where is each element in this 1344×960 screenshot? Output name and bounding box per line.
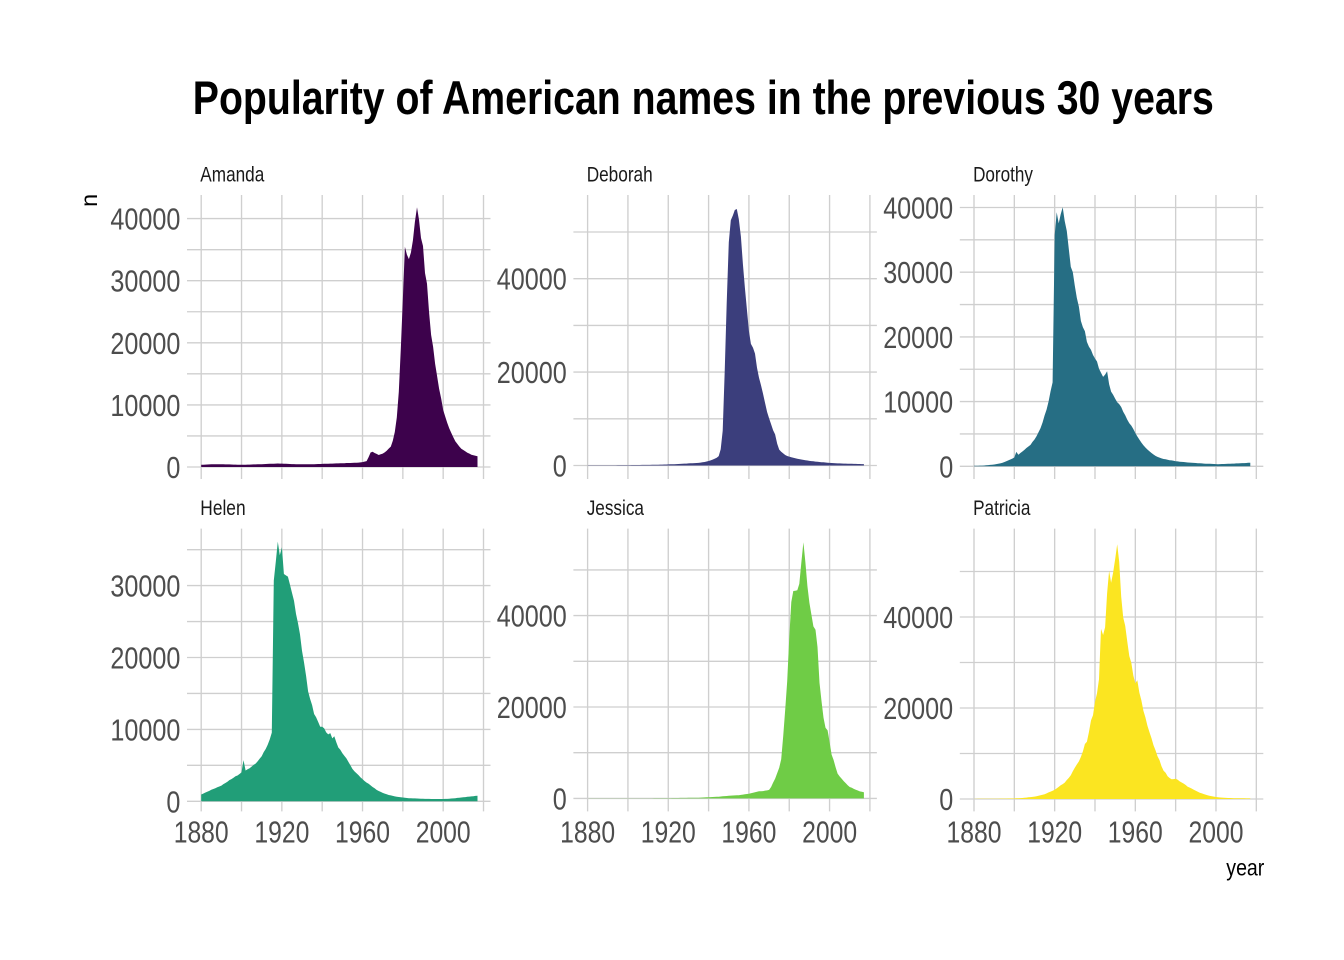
svg-text:0: 0 [553,450,567,484]
svg-text:1920: 1920 [1027,815,1082,849]
svg-text:1880: 1880 [560,815,615,849]
svg-text:Helen: Helen [200,496,245,520]
svg-text:2000: 2000 [802,815,857,849]
svg-text:0: 0 [166,785,180,819]
svg-text:40000: 40000 [497,263,567,297]
svg-text:0: 0 [939,450,953,484]
svg-text:Amanda: Amanda [200,162,264,186]
svg-text:1880: 1880 [174,815,229,849]
svg-text:20000: 20000 [110,327,180,361]
svg-text:2000: 2000 [416,815,471,849]
svg-text:year: year [1226,855,1264,881]
svg-text:30000: 30000 [110,570,180,604]
svg-text:40000: 40000 [883,192,953,226]
svg-text:20000: 20000 [497,691,567,725]
svg-text:10000: 10000 [883,386,953,420]
svg-text:2000: 2000 [1189,815,1244,849]
svg-text:Dorothy: Dorothy [973,162,1033,186]
svg-text:20000: 20000 [883,321,953,355]
svg-text:40000: 40000 [110,203,180,237]
svg-text:1920: 1920 [641,815,696,849]
svg-text:40000: 40000 [883,601,953,635]
svg-text:Jessica: Jessica [587,496,644,520]
svg-text:Popularity of American names i: Popularity of American names in the prev… [193,72,1214,125]
svg-text:1960: 1960 [335,815,390,849]
svg-text:0: 0 [939,783,953,817]
svg-text:30000: 30000 [110,265,180,299]
svg-text:40000: 40000 [497,600,567,634]
svg-text:1960: 1960 [1108,815,1163,849]
svg-text:30000: 30000 [883,256,953,290]
svg-text:20000: 20000 [883,692,953,726]
svg-text:10000: 10000 [110,389,180,423]
svg-text:0: 0 [553,782,567,816]
svg-text:20000: 20000 [497,356,567,390]
svg-text:Deborah: Deborah [587,162,653,186]
svg-text:1920: 1920 [254,815,309,849]
svg-text:0: 0 [166,451,180,485]
svg-text:n: n [76,194,102,207]
svg-text:Patricia: Patricia [973,496,1030,520]
svg-text:20000: 20000 [110,642,180,676]
svg-text:1960: 1960 [721,815,776,849]
svg-text:10000: 10000 [110,713,180,747]
svg-text:1880: 1880 [947,815,1002,849]
